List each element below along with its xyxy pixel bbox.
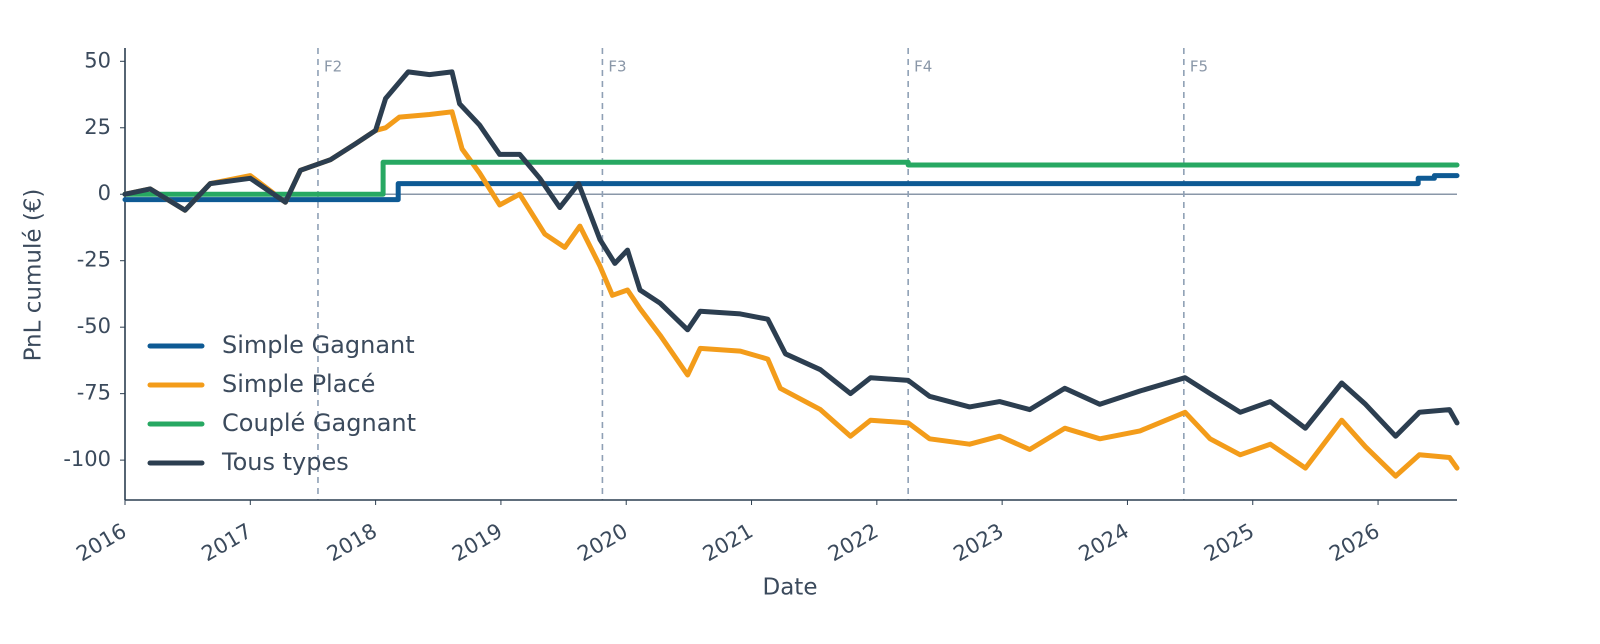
x-axis-title: Date	[763, 575, 818, 601]
annotation-label: F2	[324, 58, 342, 76]
y-axis-title: PnL cumulé (€)	[21, 189, 47, 362]
annotation-label: F3	[608, 58, 626, 76]
x-tick-label: 2016	[72, 519, 130, 567]
series-line	[122, 159, 1460, 197]
x-tick-label: 2024	[1075, 519, 1133, 567]
y-tick-label: 50	[84, 48, 111, 72]
annotation-label: F4	[914, 58, 932, 76]
x-tick-label: 2018	[323, 519, 381, 567]
series-line	[122, 69, 1460, 439]
series-line	[122, 173, 1460, 203]
x-tick-label: 2026	[1325, 519, 1383, 567]
y-tick-label: -100	[63, 447, 111, 471]
legend-label: Simple Gagnant	[222, 331, 415, 359]
y-tick-label: 0	[98, 181, 111, 205]
y-tick-label: -75	[77, 381, 111, 405]
legend-label: Couplé Gagnant	[222, 409, 416, 437]
y-tick-label: -50	[77, 314, 111, 338]
x-tick-label: 2019	[448, 519, 506, 567]
annotation-label: F5	[1190, 58, 1208, 76]
x-tick-label: 2021	[699, 519, 757, 567]
legend-label: Simple Placé	[222, 370, 375, 398]
x-tick-label: 2023	[949, 519, 1007, 567]
legend-label: Tous types	[221, 448, 349, 476]
x-tick-label: 2017	[198, 519, 256, 567]
x-tick-label: 2020	[573, 519, 631, 567]
y-tick-label: 25	[84, 115, 111, 139]
x-tick-label: 2022	[824, 519, 882, 567]
x-tick-label: 2025	[1200, 519, 1258, 567]
y-tick-label: -25	[77, 248, 111, 272]
